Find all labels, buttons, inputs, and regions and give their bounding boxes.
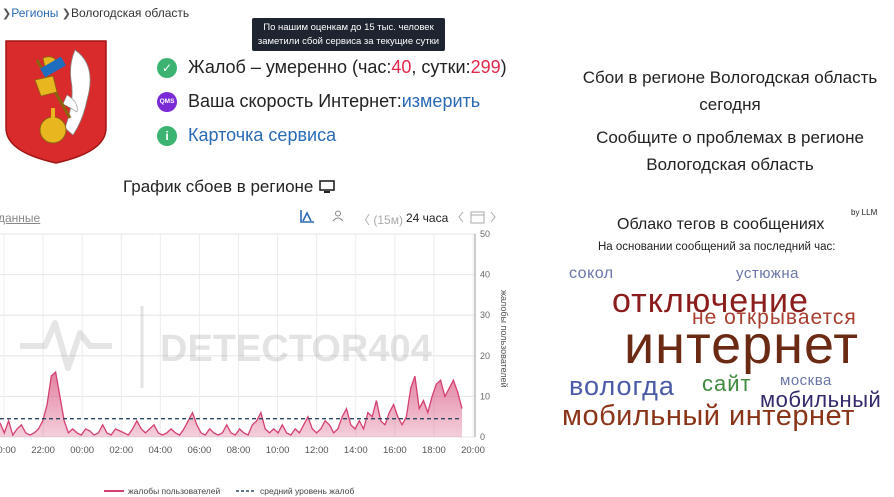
y-tick-label: 30 [480, 310, 490, 320]
x-tick-label: 16:00 [383, 445, 407, 456]
complaints-status: ✓ Жалоб – умеренно (час: 40, сутки: 299) [157, 57, 507, 78]
failures-line-2: сегодня [699, 95, 761, 114]
tag-item: отключение [612, 282, 809, 320]
y-tick-label: 20 [480, 351, 490, 361]
x-tick-label: 00:00 [70, 445, 94, 456]
report-heading[interactable]: Сообщите о проблемах в регионе Вологодск… [560, 124, 894, 178]
complaints-mid: , сутки: [411, 57, 471, 77]
breadcrumb-current: Вологодская область [70, 6, 190, 20]
tag-item: москва [780, 372, 832, 389]
chart-title: График сбоев в регионе [123, 177, 336, 197]
x-tick-label: 04:00 [148, 445, 172, 456]
complaints-day-value: 299 [470, 57, 501, 77]
x-tick-label: 20:00 [0, 445, 16, 456]
breadcrumb: ❯Регионы ❯Вологодская область [2, 6, 189, 20]
chart-grid [0, 233, 476, 438]
llm-badge: by LLM [851, 208, 878, 217]
qms-icon: QMS [157, 91, 177, 112]
tag-item: сокол [569, 265, 614, 282]
chevron-right-icon: ❯ [61, 8, 71, 20]
x-tick-label: 22:00 [31, 445, 55, 456]
data-link[interactable]: данные [0, 211, 41, 225]
complaints-line [0, 370, 463, 437]
y-tick-label: 0 [480, 432, 485, 442]
estimate-tooltip: По нашим оценкам до 15 тыс. человек заме… [252, 18, 445, 51]
info-icon: i [157, 125, 177, 146]
x-tick-label: 10:00 [266, 445, 290, 456]
report-line-1: Сообщите о проблемах в регионе [596, 128, 864, 147]
x-tick-label: 18:00 [422, 445, 446, 456]
x-axis-ticks: 20:00 22:00 00:00 02:00 04:00 06:00 08:00 10:00… [0, 445, 485, 456]
speed-label: Ваша скорость Интернет: [188, 91, 402, 111]
outage-chart[interactable]: DETECTOR404 0 10 20 30 40 50 20:00 22:00 00:00 0… [0, 228, 520, 497]
complaints-area [0, 372, 462, 437]
range-selector[interactable]: 24 часа [406, 211, 449, 225]
complaints-prefix: Жалоб – умеренно (час: [188, 57, 392, 77]
legend-series-label: жалобы пользователей [128, 486, 220, 496]
chevron-right-icon: ❯ [2, 8, 12, 20]
chart-title-text: График сбоев в регионе [123, 177, 314, 196]
complaints-suffix: ) [500, 57, 507, 77]
service-card-link[interactable]: Карточка сервиса [188, 125, 337, 145]
tag-item: устюжна [736, 265, 799, 282]
calendar-nav[interactable] [458, 210, 496, 224]
x-tick-label: 20:00 [461, 445, 485, 456]
failures-line-1: Сбои в регионе Вологодская область [582, 68, 878, 87]
tag-item: мобильный интернет [562, 400, 855, 432]
x-tick-label: 08:00 [227, 445, 251, 456]
x-tick-label: 02:00 [109, 445, 133, 456]
y-tick-label: 40 [480, 270, 490, 280]
watermark-pulse-icon [20, 320, 112, 371]
interval-value: (15м) [373, 213, 403, 227]
tooltip-line-1: По нашим оценкам до 15 тыс. человек [263, 22, 434, 33]
breadcrumb-regions[interactable]: Регионы [11, 6, 59, 20]
tag-item: сайт [702, 371, 752, 396]
chart-legend: жалобы пользователей средний уровень жал… [104, 486, 354, 496]
tag-item: вологда [569, 371, 675, 401]
watermark-text: DETECTOR404 [160, 328, 432, 370]
y-axis-label: жалобы пользователей [499, 290, 509, 388]
failures-heading[interactable]: Сбои в регионе Вологодская область сегод… [560, 64, 894, 118]
user-icon[interactable] [332, 210, 344, 222]
x-tick-label: 14:00 [344, 445, 368, 456]
watermark: DETECTOR404 [20, 306, 432, 388]
chart-type-icon[interactable] [299, 209, 315, 224]
check-circle-icon: ✓ [157, 57, 177, 78]
y-tick-label: 10 [480, 391, 490, 401]
report-line-2: Вологодская область [646, 155, 814, 174]
monitor-icon[interactable] [319, 180, 336, 194]
y-tick-label: 50 [480, 229, 490, 239]
service-card-row: i Карточка сервиса [157, 125, 336, 146]
interval-selector[interactable]: 〈 (15м) [358, 213, 403, 227]
tag-item: мобильный [760, 387, 882, 412]
x-tick-label: 12:00 [305, 445, 329, 456]
coat-of-arms [5, 40, 107, 164]
chart-series [0, 370, 463, 437]
tag-item: не открывается [692, 306, 857, 329]
y-axis-ticks: 0 10 20 30 40 50 [480, 229, 490, 442]
complaints-hour-value: 40 [391, 57, 412, 77]
tooltip-line-2: заметили сбой сервиса за текущие сутки [257, 36, 440, 47]
x-tick-label: 06:00 [188, 445, 212, 456]
legend-avg-label: средний уровень жалоб [260, 486, 354, 496]
speed-measure-link[interactable]: измерить [401, 91, 481, 111]
tag-cloud-subtitle: На основании сообщений за последний час: [598, 241, 836, 253]
tag-item: интернет [624, 315, 859, 375]
tag-cloud-title: Облако тегов в сообщениях [617, 216, 825, 233]
speed-row: QMS Ваша скорость Интернет: измерить [157, 91, 480, 112]
